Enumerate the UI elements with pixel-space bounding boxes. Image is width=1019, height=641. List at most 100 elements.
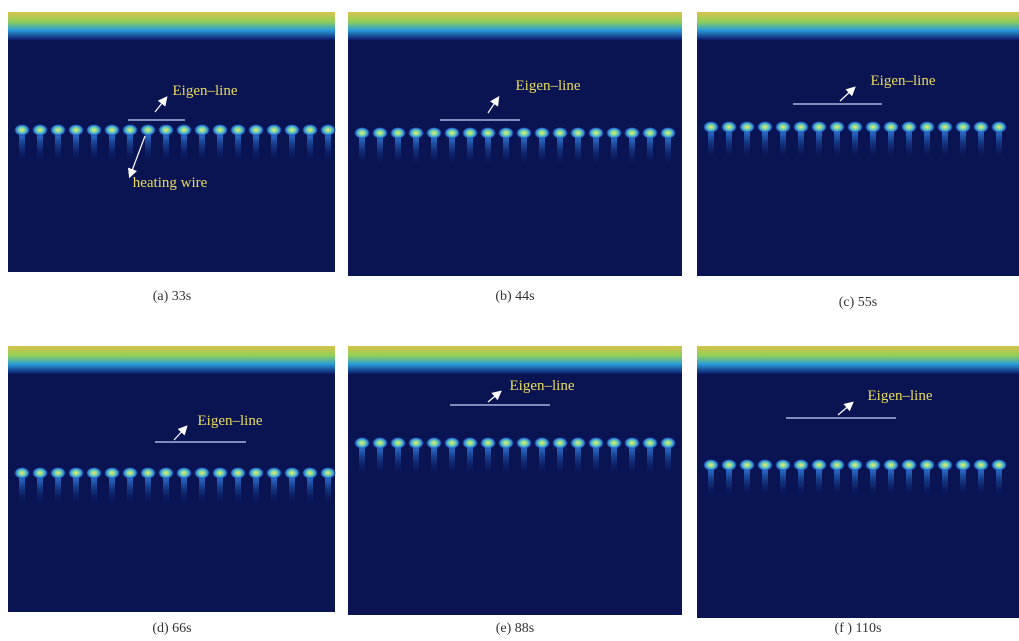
wire-spot — [883, 121, 899, 133]
wire-spot — [68, 467, 84, 479]
wire-spot — [320, 467, 336, 479]
wire-spot — [50, 467, 66, 479]
wire-streak — [307, 134, 313, 162]
wire-streak — [109, 477, 115, 505]
wire-streak — [780, 469, 786, 497]
wire-streak — [37, 134, 43, 162]
wire-streak — [431, 447, 437, 475]
wire-streak — [557, 447, 563, 475]
wire-spot — [606, 127, 622, 139]
annotation: Eigen–line — [173, 83, 238, 99]
wire-streak — [37, 477, 43, 505]
wire-spot — [426, 437, 442, 449]
wire-spot — [660, 437, 676, 449]
wire-streak — [611, 447, 617, 475]
arrow — [487, 96, 500, 114]
wire-streak — [888, 469, 894, 497]
wire-streak — [906, 131, 912, 159]
wire-spot — [122, 467, 138, 479]
wire-streak — [377, 137, 383, 165]
wire-streak — [575, 447, 581, 475]
wire-streak — [109, 134, 115, 162]
wire-streak — [888, 131, 894, 159]
wire-streak — [395, 447, 401, 475]
wire-streak — [181, 477, 187, 505]
wire-spot — [390, 127, 406, 139]
thermal-image — [8, 12, 335, 272]
wire-spot — [302, 467, 318, 479]
wire-spot — [793, 459, 809, 471]
wire-spot — [284, 467, 300, 479]
wire-spot — [248, 124, 264, 136]
thermal-image — [348, 346, 682, 615]
wire-streak — [852, 469, 858, 497]
wire-spot — [588, 437, 604, 449]
wire-streak — [726, 469, 732, 497]
wire-streak — [629, 137, 635, 165]
wire-streak — [852, 131, 858, 159]
wire-spot — [660, 127, 676, 139]
wire-streak — [253, 134, 259, 162]
wire-streak — [834, 131, 840, 159]
wire-spot — [498, 437, 514, 449]
wire-spot — [104, 467, 120, 479]
wire-streak — [780, 131, 786, 159]
wire-spot — [642, 127, 658, 139]
wire-spot — [426, 127, 442, 139]
wire-spot — [865, 459, 881, 471]
wire-spot — [721, 459, 737, 471]
image-top-band — [8, 12, 335, 40]
wire-spot — [901, 459, 917, 471]
annotation: Eigen–line — [871, 73, 936, 89]
wire-streak — [127, 134, 133, 162]
annotation: Eigen–line — [198, 413, 263, 429]
wire-spot — [354, 127, 370, 139]
wire-spot — [606, 437, 622, 449]
wire-streak — [762, 131, 768, 159]
wire-streak — [307, 477, 313, 505]
arrow — [837, 401, 854, 416]
image-top-band — [697, 346, 1019, 374]
wire-streak — [906, 469, 912, 497]
wire-streak — [413, 137, 419, 165]
wire-spot — [739, 459, 755, 471]
annotation: Eigen–line — [868, 388, 933, 404]
wire-spot — [937, 459, 953, 471]
wire-spot — [973, 121, 989, 133]
wire-spot — [320, 124, 336, 136]
wire-spot — [534, 127, 550, 139]
wire-streak — [359, 447, 365, 475]
wire-streak — [73, 477, 79, 505]
wire-spot — [480, 437, 496, 449]
annotation: Eigen–line — [516, 78, 581, 94]
wire-spot — [140, 467, 156, 479]
wire-spot — [176, 124, 192, 136]
wire-streak — [271, 477, 277, 505]
image-top-band — [8, 346, 335, 374]
wire-spot — [919, 121, 935, 133]
wire-spot — [158, 124, 174, 136]
wire-streak — [762, 469, 768, 497]
wire-streak — [181, 134, 187, 162]
wire-spot — [516, 437, 532, 449]
wire-spot — [703, 121, 719, 133]
wire-streak — [145, 477, 151, 505]
wire-spot — [230, 124, 246, 136]
wire-streak — [485, 447, 491, 475]
wire-streak — [960, 469, 966, 497]
wire-spot — [973, 459, 989, 471]
caption: (a) 33s — [153, 289, 192, 304]
wire-streak — [798, 469, 804, 497]
wire-spot — [811, 459, 827, 471]
wire-spot — [883, 459, 899, 471]
wire-spot — [829, 121, 845, 133]
wire-spot — [32, 124, 48, 136]
wire-streak — [870, 469, 876, 497]
wire-streak — [816, 131, 822, 159]
wire-spot — [230, 467, 246, 479]
wire-spot — [32, 467, 48, 479]
wire-streak — [91, 477, 97, 505]
image-top-band — [348, 12, 682, 40]
wire-spot — [498, 127, 514, 139]
arrow — [128, 135, 146, 179]
